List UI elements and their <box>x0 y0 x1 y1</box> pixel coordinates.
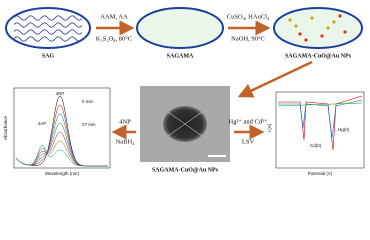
annotation: Cd(II) <box>310 143 322 148</box>
nanoparticles <box>288 14 347 42</box>
arrow-label: AAM, AA <box>100 13 128 20</box>
arrow-label: Hg²⁺ and Cd²⁺ <box>229 118 268 125</box>
annotation: 27 min <box>82 122 96 127</box>
composite-ellipse <box>273 7 363 49</box>
particle-dot <box>294 24 298 28</box>
particle-dot <box>338 14 342 18</box>
uv-panel: Absorbance Wavelength (nm) 4NP 0 min 27 … <box>3 87 111 176</box>
particle-dot <box>310 16 314 20</box>
chain <box>13 29 83 35</box>
axis-label: Absorbance <box>3 116 8 141</box>
axis-label: I (A) <box>267 123 272 132</box>
lsv-panel: I (A) Potential (V) Cd(II) Hg(II) <box>267 91 365 176</box>
arrow-label: NaBH₄ <box>116 138 136 145</box>
uv-curve <box>15 145 108 167</box>
arrow <box>237 60 313 98</box>
arrow-label: NaOH, 90°C <box>231 35 265 42</box>
annotation: 4NP <box>56 91 65 96</box>
particle-dot <box>304 38 308 42</box>
particle-dot <box>326 26 330 30</box>
arrow-label: K₂S₂O₈, 80°C <box>96 35 133 42</box>
chain <box>13 22 83 28</box>
plot-frame <box>13 87 111 169</box>
step-label: SAG <box>42 53 55 59</box>
annotation: 4AP <box>38 121 47 126</box>
sag-ellipse <box>5 7 91 49</box>
annotation: Hg(II) <box>338 127 350 132</box>
particle-dot <box>343 30 347 34</box>
axis-label: Wavelength (nm) <box>45 171 80 176</box>
step-label: SAGAMA <box>167 53 194 59</box>
particle-dot <box>288 18 292 22</box>
lsv-curve <box>277 102 363 107</box>
arrow-label: 4NP <box>119 118 131 125</box>
diagram: SAG SAGAMA SAGAMA-CuO@Au NPs AAM, AA K₂S… <box>3 7 365 176</box>
scale-bar <box>208 155 226 157</box>
lsv-curve <box>278 99 363 139</box>
sagama-ellipse <box>136 7 224 49</box>
image-caption: SAGAMA-CuO@Au NPs <box>152 167 219 173</box>
particle-dot <box>320 34 324 38</box>
chain <box>13 36 83 42</box>
uv-curves <box>15 95 108 167</box>
arrow-label: LSV <box>242 138 255 145</box>
chain <box>13 15 83 21</box>
step-label: SAGAMA-CuO@Au NPs <box>285 53 352 59</box>
axis-label: Potential (V) <box>308 171 333 176</box>
tem-image <box>140 86 230 162</box>
annotation: 0 min <box>82 99 94 104</box>
arrow-label: CuSO₄, HAuCl₄ <box>227 13 270 20</box>
measure-line <box>167 111 203 137</box>
particle-dot <box>298 32 302 36</box>
particle-dot <box>332 20 336 24</box>
